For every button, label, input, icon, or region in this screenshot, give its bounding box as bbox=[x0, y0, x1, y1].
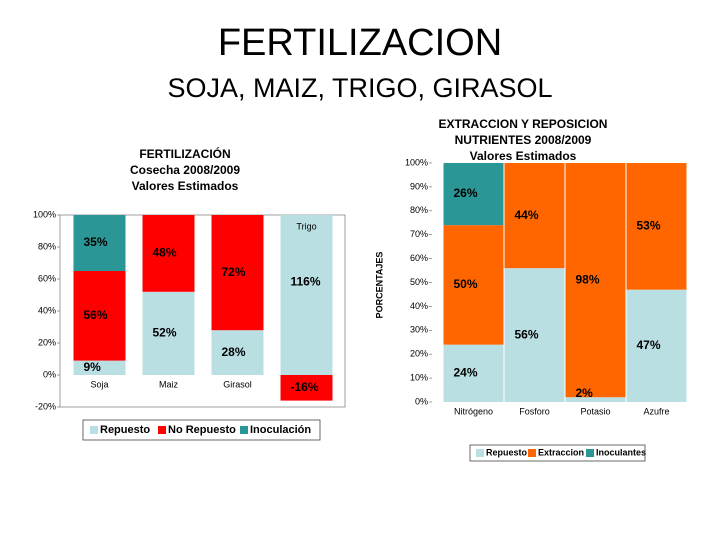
value-label: 56% bbox=[84, 308, 108, 322]
value-label: 26% bbox=[454, 186, 478, 200]
value-label: 53% bbox=[637, 219, 661, 233]
y-tick-label: 50% bbox=[410, 277, 428, 287]
x-tick-label: Azufre bbox=[643, 406, 669, 416]
y-tick-label: 20% bbox=[410, 349, 428, 359]
y-tick-label: 70% bbox=[410, 229, 428, 239]
value-label: 48% bbox=[153, 246, 177, 260]
bar-segment bbox=[142, 215, 195, 292]
value-label: -16% bbox=[291, 380, 319, 394]
legend-label: Inoculación bbox=[250, 424, 311, 436]
bar-segment bbox=[565, 397, 626, 402]
legend-swatch bbox=[240, 426, 248, 434]
y-tick-label: 80% bbox=[410, 205, 428, 215]
value-label: 116% bbox=[291, 274, 321, 288]
chart-title: FERTILIZACIÓN bbox=[139, 146, 230, 161]
bar-segment bbox=[443, 163, 504, 226]
y-tick-label: 100% bbox=[405, 157, 428, 167]
y-tick-label: -20% bbox=[35, 401, 56, 411]
bar-segment bbox=[73, 215, 126, 271]
value-label: 2% bbox=[576, 386, 594, 400]
legend-label: Repuesto bbox=[486, 447, 528, 457]
y-tick-label: 90% bbox=[410, 181, 428, 191]
bars bbox=[73, 215, 333, 401]
bar-segment bbox=[504, 268, 565, 402]
y-axis-label: PORCENTAJES bbox=[374, 252, 384, 319]
value-label: 50% bbox=[454, 277, 478, 291]
bars bbox=[443, 163, 687, 402]
bar-segment bbox=[626, 289, 687, 402]
x-tick-label: Soja bbox=[90, 379, 108, 389]
x-tick-label: Trigo bbox=[296, 221, 316, 231]
legend-label: No Repuesto bbox=[168, 424, 236, 436]
value-label: 98% bbox=[576, 272, 600, 286]
bar-segment bbox=[280, 215, 333, 375]
y-tick-label: 10% bbox=[410, 372, 428, 382]
bar-segment bbox=[211, 215, 264, 331]
bar-segment bbox=[626, 163, 687, 290]
bar-segment bbox=[73, 360, 126, 375]
y-tick-label: 30% bbox=[410, 325, 428, 335]
value-label: 47% bbox=[637, 338, 661, 352]
value-label: 24% bbox=[454, 365, 478, 379]
y-tick-label: 0% bbox=[43, 369, 56, 379]
legend-swatch bbox=[158, 426, 166, 434]
chart-title: Cosecha 2008/2009 bbox=[130, 163, 240, 177]
value-label: 56% bbox=[515, 327, 539, 341]
legend-swatch bbox=[528, 449, 536, 457]
bar-segment bbox=[565, 163, 626, 398]
y-tick-label: 20% bbox=[38, 337, 56, 347]
slide-title: FERTILIZACION bbox=[218, 22, 502, 64]
legend-swatch bbox=[586, 449, 594, 457]
value-label: 9% bbox=[84, 360, 102, 374]
legend-label: Extraccion bbox=[538, 447, 584, 457]
bar-segment bbox=[504, 163, 565, 269]
y-tick-label: 100% bbox=[33, 209, 56, 219]
legend-swatch bbox=[476, 449, 484, 457]
x-tick-label: Girasol bbox=[223, 379, 252, 389]
y-tick-label: 40% bbox=[38, 305, 56, 315]
bar-segment bbox=[142, 291, 195, 375]
y-tick-label: 60% bbox=[410, 253, 428, 263]
legend-frame bbox=[469, 444, 646, 462]
chart-title: Valores Estimados bbox=[132, 179, 239, 193]
y-tick-label: 40% bbox=[410, 301, 428, 311]
legend-swatch bbox=[90, 426, 98, 434]
bar-segment bbox=[443, 225, 504, 345]
chart-title: EXTRACCION Y REPOSICION bbox=[439, 117, 608, 131]
legend-label: Repuesto bbox=[100, 424, 150, 436]
x-tick-label: Potasio bbox=[580, 406, 610, 416]
bar-segment bbox=[280, 375, 333, 401]
value-label: 35% bbox=[84, 235, 108, 249]
value-label: 52% bbox=[153, 326, 177, 340]
x-tick-label: Nitrógeno bbox=[454, 406, 493, 416]
y-tick-label: 0% bbox=[415, 396, 428, 406]
y-tick-label: 80% bbox=[38, 241, 56, 251]
chart-title: NUTRIENTES 2008/2009 bbox=[455, 133, 592, 147]
chart-title: Valores Estimados bbox=[470, 149, 577, 163]
bar-segment bbox=[211, 330, 264, 375]
legend-label: Inoculantes bbox=[596, 447, 646, 457]
x-tick-label: Maiz bbox=[159, 379, 179, 389]
bar-segment bbox=[73, 271, 126, 361]
x-tick-label: Fosforo bbox=[519, 406, 550, 416]
slide-subtitle: SOJA, MAIZ, TRIGO, GIRASOL bbox=[167, 73, 552, 103]
legend-frame bbox=[82, 419, 321, 441]
bar-segment bbox=[443, 344, 504, 402]
value-label: 28% bbox=[222, 345, 246, 359]
value-label: 44% bbox=[515, 208, 539, 222]
y-tick-label: 60% bbox=[38, 273, 56, 283]
value-label: 72% bbox=[222, 265, 246, 279]
